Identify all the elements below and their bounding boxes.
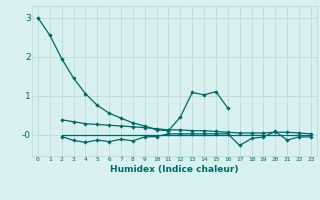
X-axis label: Humidex (Indice chaleur): Humidex (Indice chaleur) [110,165,239,174]
